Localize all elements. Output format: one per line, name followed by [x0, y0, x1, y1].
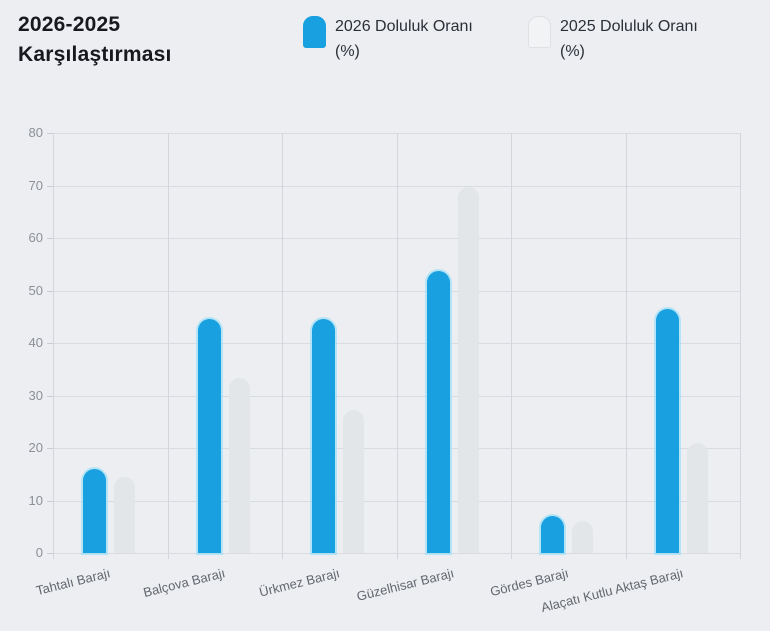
bar-2025-category-4[interactable]: [457, 187, 479, 553]
x-gridline: [740, 133, 741, 559]
y-axis-tick-label: 30: [28, 387, 43, 403]
y-axis-tick: [47, 448, 53, 449]
y-axis-tick: [47, 500, 53, 502]
legend-label-2026: 2026 Doluluk Oranı (%): [335, 18, 473, 60]
y-axis-tick-label: 20: [28, 440, 43, 455]
legend-swatch-2025-icon: [528, 16, 551, 48]
bar-2025-category-3[interactable]: [343, 410, 365, 553]
bar-2025-category-5[interactable]: [572, 520, 594, 553]
y-axis-tick-label: 40: [28, 335, 43, 350]
bar-2026-category-4[interactable]: [426, 270, 450, 553]
y-axis-tick-label: 0: [35, 545, 43, 560]
bar-2026-category-3[interactable]: [312, 319, 336, 553]
bar-2025-category-6[interactable]: [686, 443, 708, 553]
bar-2026-category-6[interactable]: [655, 309, 679, 553]
page-title: 2026-2025 Karşılaştırması: [18, 10, 172, 70]
x-axis-label: Ürkmez Barajı: [257, 565, 342, 600]
page-title-line2: Karşılaştırması: [18, 43, 172, 66]
x-gridline: [511, 133, 512, 559]
y-axis-tick-label: 70: [28, 177, 43, 193]
x-axis-label: Güzelhisar Barajı: [355, 565, 456, 604]
y-axis-tick-label: 60: [28, 230, 43, 245]
y-axis-tick: [47, 343, 53, 344]
y-axis-tick: [47, 553, 53, 554]
legend-swatch-2026-icon: [303, 16, 326, 48]
x-axis-label: Tahtalı Barajı: [34, 565, 113, 599]
y-axis-tick: [47, 290, 53, 292]
x-gridline: [625, 133, 627, 559]
legend-item-2025[interactable]: 2025 Doluluk Oranı (%): [528, 14, 726, 64]
y-axis-tick: [47, 185, 53, 187]
x-axis-label: Gördes Barajı: [488, 565, 571, 600]
bar-2025-category-1[interactable]: [114, 476, 136, 553]
y-axis-tick: [47, 238, 53, 239]
x-gridline: [167, 133, 169, 559]
bar-2026-category-1[interactable]: [83, 469, 107, 553]
x-axis-label: Balçova Barajı: [141, 565, 227, 601]
page-title-line1: 2026-2025: [18, 13, 121, 36]
legend-item-2026[interactable]: 2026 Doluluk Oranı (%): [303, 14, 501, 64]
y-axis-tick-label: 50: [28, 282, 43, 298]
y-axis-tick: [47, 395, 53, 397]
x-gridline: [282, 133, 283, 559]
y-axis-tick-label: 10: [28, 492, 43, 508]
bar-2025-category-2[interactable]: [228, 378, 250, 553]
x-gridline: [396, 133, 398, 559]
x-gridline: [53, 133, 54, 559]
bar-2026-category-5[interactable]: [541, 515, 565, 553]
y-axis-tick-label: 80: [28, 125, 43, 140]
bar-2026-category-2[interactable]: [197, 319, 221, 553]
y-axis-tick: [47, 133, 53, 134]
legend-label-2025: 2025 Doluluk Oranı (%): [560, 18, 698, 60]
